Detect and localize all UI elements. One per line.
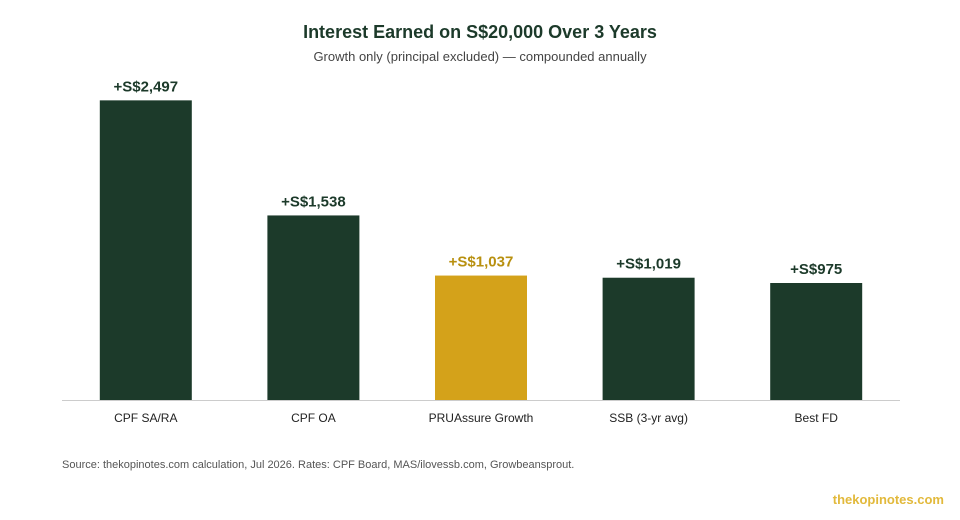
brand-watermark: thekopinotes.com	[832, 492, 944, 507]
bar-1	[267, 215, 360, 400]
x-tick-label-3: SSB (3-yr avg)	[609, 411, 688, 425]
source-note: Source: thekopinotes.com calculation, Ju…	[62, 459, 575, 471]
data-label-0: +S$2,497	[113, 78, 178, 95]
data-label-1: +S$1,538	[281, 193, 346, 210]
data-label-3: +S$1,019	[616, 256, 681, 273]
bar-chart: +S$2,497 CPF SA/RA +S$1,538 CPF OA +S$1,037 P…	[62, 78, 900, 425]
data-label-4: +S$975	[790, 261, 842, 278]
chart-subtitle: Growth only (principal excluded) — compo…	[313, 49, 647, 64]
bar-3	[602, 277, 695, 400]
x-tick-label-4: Best FD	[795, 411, 839, 425]
bar-2	[435, 275, 527, 400]
x-tick-label-1: CPF OA	[291, 411, 336, 425]
chart-title: Interest Earned on S$20,000 Over 3 Years	[303, 22, 657, 42]
x-tick-label-2: PRUAssure Growth	[429, 411, 534, 425]
x-tick-label-0: CPF SA/RA	[114, 411, 177, 425]
bar-4	[770, 283, 863, 400]
bar-0	[99, 100, 192, 401]
data-label-2: +S$1,037	[449, 254, 514, 271]
